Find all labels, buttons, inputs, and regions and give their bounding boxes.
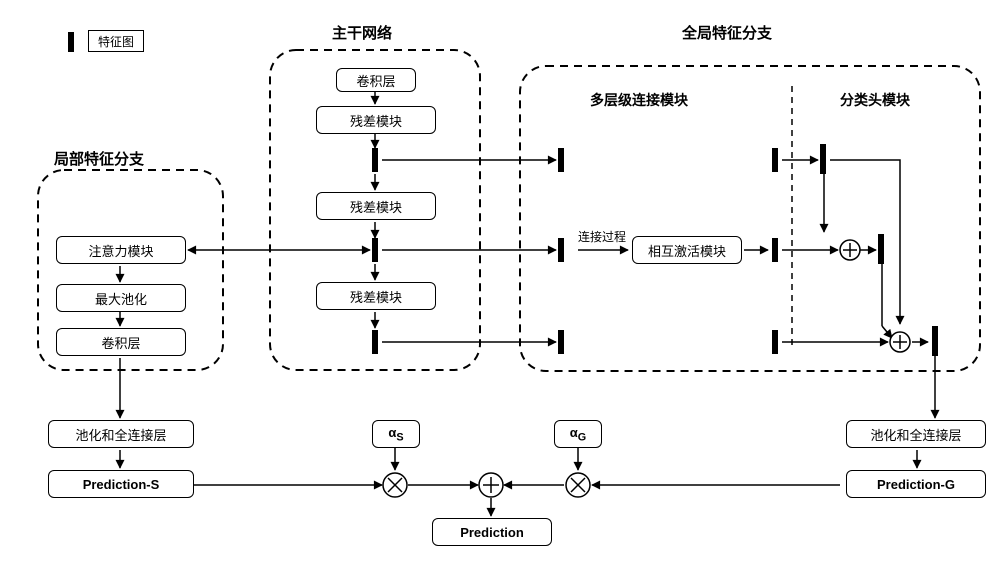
- prediction-g: Prediction-G: [846, 470, 986, 498]
- cls-left-feat3: [772, 330, 778, 354]
- ml-feat3: [558, 330, 564, 354]
- title-global: 全局特征分支: [680, 22, 774, 43]
- local-poolfc: 池化和全连接层: [48, 420, 194, 448]
- cls-right-feat3: [932, 326, 938, 356]
- backbone-conv: 卷积层: [336, 68, 416, 92]
- cls-right-feat2: [878, 234, 884, 264]
- prediction-final: Prediction: [432, 518, 552, 546]
- legend-label-box: 特征图: [88, 30, 144, 52]
- title-local: 局部特征分支: [52, 148, 146, 169]
- backbone-feat1: [372, 148, 378, 172]
- backbone-res3: 残差模块: [316, 282, 436, 310]
- ml-feat2: [558, 238, 564, 262]
- local-attention: 注意力模块: [56, 236, 186, 264]
- title-backbone: 主干网络: [330, 22, 394, 43]
- backbone-res2: 残差模块: [316, 192, 436, 220]
- global-poolfc: 池化和全连接层: [846, 420, 986, 448]
- legend-feat-icon: [68, 32, 74, 52]
- local-maxpool: 最大池化: [56, 284, 186, 312]
- connect-process-label: 连接过程: [578, 228, 626, 245]
- local-conv: 卷积层: [56, 328, 186, 356]
- alpha-s: αS: [372, 420, 420, 448]
- alpha-g: αG: [554, 420, 602, 448]
- cls-left-feat2: [772, 238, 778, 262]
- title-cls-head: 分类头模块: [838, 90, 912, 110]
- legend-label: 特征图: [98, 33, 134, 50]
- ml-feat1: [558, 148, 564, 172]
- backbone-feat3: [372, 330, 378, 354]
- mutual-module: 相互激活模块: [632, 236, 742, 264]
- cls-left-feat1: [772, 148, 778, 172]
- cls-right-feat1: [820, 144, 826, 174]
- backbone-res1: 残差模块: [316, 106, 436, 134]
- title-ml-connect: 多层级连接模块: [588, 90, 690, 110]
- prediction-s: Prediction-S: [48, 470, 194, 498]
- backbone-feat2: [372, 238, 378, 262]
